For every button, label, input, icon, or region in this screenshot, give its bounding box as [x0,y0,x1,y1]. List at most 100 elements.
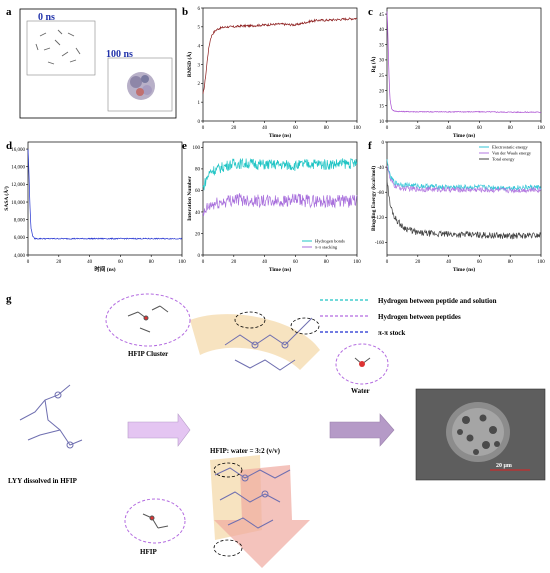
y-tick-label: 40 [379,28,385,33]
y-tick-label: 0 [198,120,201,125]
legend-label: Van der Waals energy [492,151,532,156]
y-tick-label: 4 [198,44,201,49]
x-tick-label: 60 [293,260,299,265]
scattered-molecules-icon [35,29,81,65]
series-line [386,11,542,114]
series-line [202,17,358,94]
x-tick-label: 80 [324,126,330,131]
y-tick-label: 5 [198,26,201,31]
chart-binding-energy: 0 20 40 60 80 100 -160 -120 -80 -40 0 Time (ns) Bing… [370,141,545,273]
x-tick-label: 40 [262,260,268,265]
y-tick-label: 25 [379,74,385,79]
aggregate-cluster-icon [127,72,155,100]
hfip-single-molecule-icon [142,513,169,529]
label-hfip-cluster: HFIP Cluster [128,350,168,358]
x-tick-label: 40 [262,126,268,131]
y-tick-label: -120 [375,216,385,221]
legend-text-pi-pi: π-π stock [378,329,405,337]
panel-letter-c: c [368,6,373,18]
x-axis-label: Time (ns) [453,132,476,139]
chart-interaction-number: 0 20 40 60 80 100 0 20 40 60 80 100 Time (ns) Interat… [187,141,361,273]
y-axis-label: RMSD (Å) [185,52,193,77]
x-tick-label: 20 [415,260,421,265]
y-tick-label: 15 [379,105,385,110]
y-tick-label: 35 [379,43,385,48]
x-tick-label: 0 [202,126,205,131]
arrow-right-1 [127,413,191,447]
y-tick-label: 30 [379,59,385,64]
y-tick-label: 10,000 [11,201,25,206]
panel-a: 0 ns 100 ns [19,8,177,119]
y-tick-label: 0 [382,141,385,146]
y-tick-label: 45 [379,13,385,18]
plot-frame [202,7,358,122]
panel-letter-b: b [182,6,188,18]
x-tick-label: 0 [386,126,389,131]
label-lyy: LYY dissolved in HFIP [8,477,78,485]
y-tick-label: 2 [198,82,201,87]
y-tick-label: 10 [379,120,385,125]
x-tick-label: 20 [231,260,237,265]
x-axis-label: Time (ns) [269,132,292,139]
panel-letter-d: d [6,140,12,152]
x-tick-label: 60 [477,260,483,265]
y-tick-label: -80 [377,191,384,196]
y-axis-label: SASA (Å²) [2,186,10,211]
plot-frame [386,141,542,256]
x-axis-label: Time (ns) [453,266,476,273]
x-tick-label: 100 [353,126,361,131]
peptide-molecule-top-icon [224,317,313,371]
legend-text-between-peptides: Hydrogen between peptides [378,313,461,321]
series-line [386,159,542,192]
dashed-circle-bottom-2 [213,539,243,557]
y-tick-label: 20 [195,232,201,237]
y-tick-label: 20 [379,89,385,94]
dashed-circle-top-2 [290,317,320,335]
x-tick-label: 0 [27,260,30,265]
label-0ns: 0 ns [38,12,55,23]
dashed-circle-bottom-1 [213,462,243,478]
x-tick-label: 0 [202,260,205,265]
y-tick-label: 60 [195,189,201,194]
box-100ns [107,57,173,112]
y-tick-label: 8,000 [14,218,26,223]
y-tick-label: 6 [198,7,201,12]
sem-scale-label: 20 μm [496,463,512,469]
box-0ns [26,20,96,76]
x-tick-label: 60 [293,126,299,131]
x-tick-label: 0 [386,260,389,265]
label-ratio: HFIP: water = 3:2 (v/v) [210,447,281,455]
x-tick-label: 20 [231,126,237,131]
plot-frame [386,7,542,122]
y-tick-label: 1 [198,101,201,106]
x-tick-label: 20 [415,126,421,131]
arrow-right-2 [329,413,395,447]
y-tick-label: -160 [375,241,385,246]
hfip-molecule-icon [127,305,169,333]
plot-frame [27,141,183,256]
legend-label: Hydrogen bonds [315,239,345,244]
y-tick-label: 80 [195,168,201,173]
series-line [202,157,358,191]
legend-label: π-π stacking [315,245,338,250]
legend-label: Electrostatic energy [492,145,529,150]
x-tick-label: 40 [446,126,452,131]
series-line [386,165,542,194]
hfip-cluster-circle [105,293,191,347]
x-tick-label: 40 [446,260,452,265]
y-axis-label: Interation Number [187,176,193,221]
x-tick-label: 80 [149,260,155,265]
label-hfip: HFIP [140,548,157,556]
series-line [202,193,358,217]
y-axis-label: Rg (Å) [369,56,377,72]
y-tick-label: -40 [377,166,384,171]
water-circle [335,343,389,385]
legend-label: Total energy [492,157,515,162]
y-tick-label: 40 [195,211,201,216]
dashed-circle-top-1 [234,311,266,329]
y-tick-label: 6,000 [14,236,26,241]
peptide-molecule-bottom-icon [214,467,291,529]
legend-text-peptide-solution: Hydrogen between peptide and solution [378,297,497,305]
x-tick-label: 20 [56,260,62,265]
x-tick-label: 100 [353,260,361,265]
